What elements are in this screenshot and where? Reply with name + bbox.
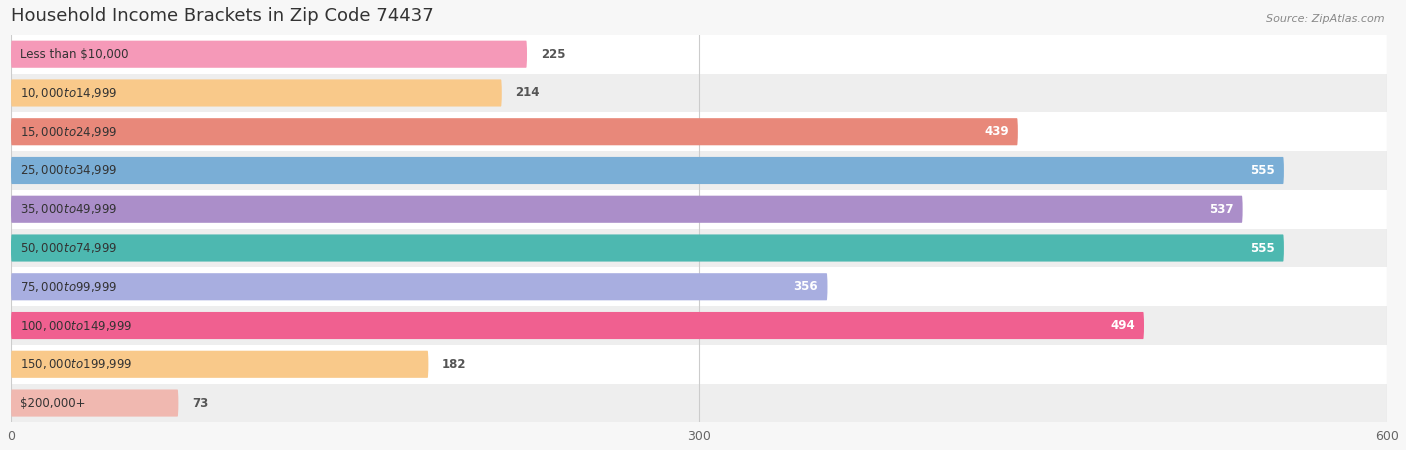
- FancyBboxPatch shape: [11, 157, 1284, 184]
- FancyBboxPatch shape: [11, 234, 1284, 261]
- Text: $200,000+: $200,000+: [20, 396, 86, 410]
- Text: Household Income Brackets in Zip Code 74437: Household Income Brackets in Zip Code 74…: [11, 7, 433, 25]
- Text: 225: 225: [541, 48, 565, 61]
- FancyBboxPatch shape: [11, 196, 1243, 223]
- Text: 537: 537: [1209, 203, 1233, 216]
- Text: $50,000 to $74,999: $50,000 to $74,999: [20, 241, 118, 255]
- Text: $10,000 to $14,999: $10,000 to $14,999: [20, 86, 118, 100]
- Text: $25,000 to $34,999: $25,000 to $34,999: [20, 163, 118, 177]
- Text: 73: 73: [193, 396, 208, 410]
- Text: $150,000 to $199,999: $150,000 to $199,999: [20, 357, 132, 371]
- Bar: [11, 112, 1388, 151]
- Text: 494: 494: [1111, 319, 1135, 332]
- Bar: [11, 267, 1388, 306]
- FancyBboxPatch shape: [11, 389, 179, 417]
- Text: $75,000 to $99,999: $75,000 to $99,999: [20, 280, 118, 294]
- Text: 356: 356: [793, 280, 818, 293]
- Text: Source: ZipAtlas.com: Source: ZipAtlas.com: [1267, 14, 1385, 23]
- Bar: [11, 190, 1388, 229]
- Text: 439: 439: [984, 125, 1008, 138]
- Text: $100,000 to $149,999: $100,000 to $149,999: [20, 319, 132, 333]
- FancyBboxPatch shape: [11, 312, 1144, 339]
- Text: $35,000 to $49,999: $35,000 to $49,999: [20, 202, 118, 216]
- Bar: [11, 35, 1388, 74]
- Text: 182: 182: [441, 358, 467, 371]
- Bar: [11, 384, 1388, 423]
- Bar: [11, 345, 1388, 384]
- FancyBboxPatch shape: [11, 351, 429, 378]
- FancyBboxPatch shape: [11, 118, 1018, 145]
- Bar: [11, 74, 1388, 112]
- Text: 555: 555: [1250, 164, 1275, 177]
- FancyBboxPatch shape: [11, 79, 502, 107]
- FancyBboxPatch shape: [11, 273, 828, 300]
- Text: Less than $10,000: Less than $10,000: [20, 48, 128, 61]
- FancyBboxPatch shape: [11, 40, 527, 68]
- Text: $15,000 to $24,999: $15,000 to $24,999: [20, 125, 118, 139]
- Bar: [11, 306, 1388, 345]
- Bar: [11, 151, 1388, 190]
- Text: 555: 555: [1250, 242, 1275, 255]
- Text: 214: 214: [516, 86, 540, 99]
- Bar: [11, 229, 1388, 267]
